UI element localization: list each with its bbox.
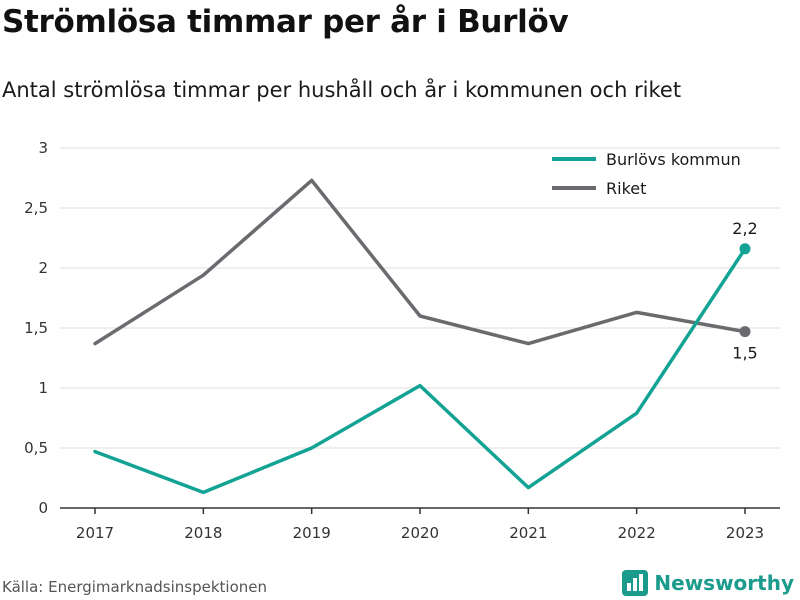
legend-label-1: Riket [606, 179, 646, 198]
bar-chart-icon [622, 570, 649, 596]
series-end-point-1 [739, 326, 751, 338]
legend-label-0: Burlövs kommun [606, 150, 741, 169]
y-axis-tick-labels: 0 0,5 1 1,5 2 2,5 3 [24, 139, 48, 517]
x-tick-label: 2023 [726, 524, 764, 542]
y-tick-label: 0 [38, 499, 48, 517]
data-label-0: 2,2 [732, 219, 757, 238]
y-tick-label: 0,5 [24, 439, 48, 457]
chart-subtitle: Antal strömlösa timmar per hushåll och å… [2, 78, 682, 102]
y-tick-label: 2 [38, 259, 48, 277]
x-axis: 2017 2018 2019 2020 2021 2022 2023 [60, 507, 780, 542]
y-tick-label: 3 [38, 139, 48, 157]
x-tick-label: 2017 [76, 524, 114, 542]
x-tick-label: 2020 [401, 524, 439, 542]
grid-lines [60, 147, 780, 449]
x-tick-label: 2019 [293, 524, 331, 542]
x-tick-label: 2018 [184, 524, 222, 542]
brand-name: Newsworthy [654, 571, 794, 595]
chart-title: Strömlösa timmar per år i Burlöv [2, 4, 569, 40]
brand-logo: Newsworthy [622, 568, 794, 598]
x-tick-label: 2022 [618, 524, 656, 542]
data-label-1: 1,5 [732, 344, 757, 363]
y-tick-label: 2,5 [24, 199, 48, 217]
series-end-point-0 [739, 243, 751, 255]
series-line-1 [93, 178, 747, 346]
x-tick-label: 2021 [509, 524, 547, 542]
y-tick-label: 1,5 [24, 319, 48, 337]
series-line-0 [93, 247, 747, 495]
series-lines: 1,5 2,2 [93, 178, 758, 495]
source-note: Källa: Energimarknadsinspektionen [2, 578, 268, 596]
legend: Burlövs kommun Riket [552, 150, 741, 198]
y-tick-label: 1 [38, 379, 48, 397]
